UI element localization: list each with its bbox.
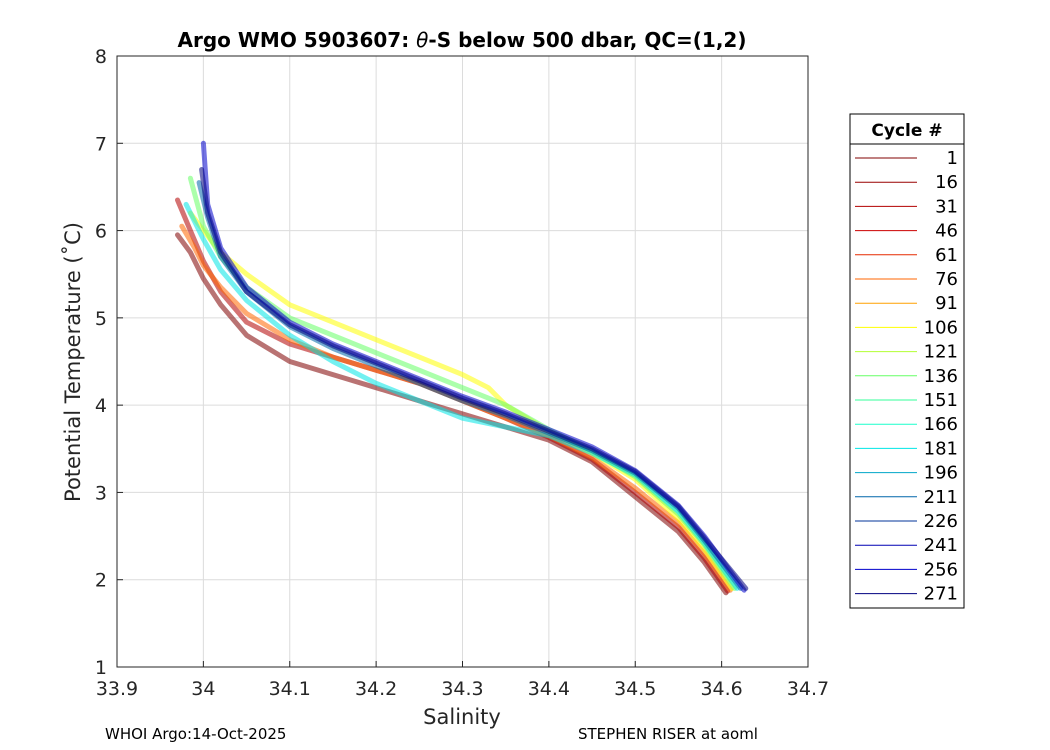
legend-label: 1 — [947, 148, 958, 169]
y-tick-label: 8 — [95, 46, 107, 68]
legend-label: 46 — [935, 221, 958, 242]
series-group — [175, 140, 749, 596]
chart-title-suffix: -S below 500 dbar, QC=(1,2) — [428, 28, 746, 52]
legend-label: 61 — [935, 245, 958, 266]
x-tick-label: 33.9 — [96, 678, 138, 700]
chart-title-prefix: Argo WMO 5903607: — [178, 28, 417, 52]
legend-label: 271 — [924, 584, 958, 605]
legend-label: 181 — [924, 438, 958, 459]
legend-label: 121 — [924, 342, 958, 363]
x-tick-label: 34 — [191, 678, 215, 700]
legend-label: 16 — [935, 172, 958, 193]
y-tick-label: 2 — [95, 570, 107, 592]
x-tick-label: 34.2 — [355, 678, 397, 700]
x-tick-label: 34.6 — [700, 678, 742, 700]
x-tick-label: 34.3 — [441, 678, 483, 700]
x-tick-label: 34.1 — [269, 678, 311, 700]
y-tick-label: 1 — [95, 657, 107, 679]
legend-label: 76 — [935, 269, 958, 290]
legend-label: 91 — [935, 293, 958, 314]
legend-title: Cycle # — [871, 121, 942, 141]
legend-label: 226 — [924, 511, 958, 532]
legend-label: 241 — [924, 535, 958, 556]
y-tick-label: 6 — [95, 221, 107, 243]
y-tick-label: 7 — [95, 133, 107, 155]
footer-credit: STEPHEN RISER at aoml — [578, 725, 758, 743]
legend-label: 106 — [924, 317, 958, 338]
footer-source: WHOI Argo:14-Oct-2025 — [105, 725, 287, 743]
series-line — [199, 167, 749, 591]
legend-label: 196 — [924, 463, 958, 484]
y-tick-label: 4 — [95, 395, 107, 417]
legend-label: 31 — [935, 196, 958, 217]
legend-label: 151 — [924, 390, 958, 411]
y-tick-label: 3 — [95, 482, 107, 504]
legend-label: 211 — [924, 487, 958, 508]
y-tick-label: 5 — [95, 308, 107, 330]
legend-label: 256 — [924, 559, 958, 580]
legend: Cycle # 1 16 31 46 61 76 91 106 121 136 151 166 181 1… — [849, 113, 965, 609]
y-axis-label: Potential Temperature (˚C) — [61, 222, 85, 502]
x-tick-label: 34.5 — [614, 678, 656, 700]
chart-title: Argo WMO 5903607: θ-S below 500 dbar, QC… — [178, 28, 747, 52]
x-tick-label: 34.7 — [787, 678, 829, 700]
chart-title-theta: θ — [416, 28, 428, 52]
legend-box — [849, 113, 965, 609]
x-axis-label: Salinity — [423, 705, 501, 729]
axis-ticks: 33.9 34 34.1 34.2 34.3 34.4 34.5 34.6 34.7123456… — [95, 46, 829, 700]
legend-label: 166 — [924, 414, 958, 435]
x-tick-label: 34.4 — [528, 678, 570, 700]
legend-label: 136 — [924, 366, 958, 387]
